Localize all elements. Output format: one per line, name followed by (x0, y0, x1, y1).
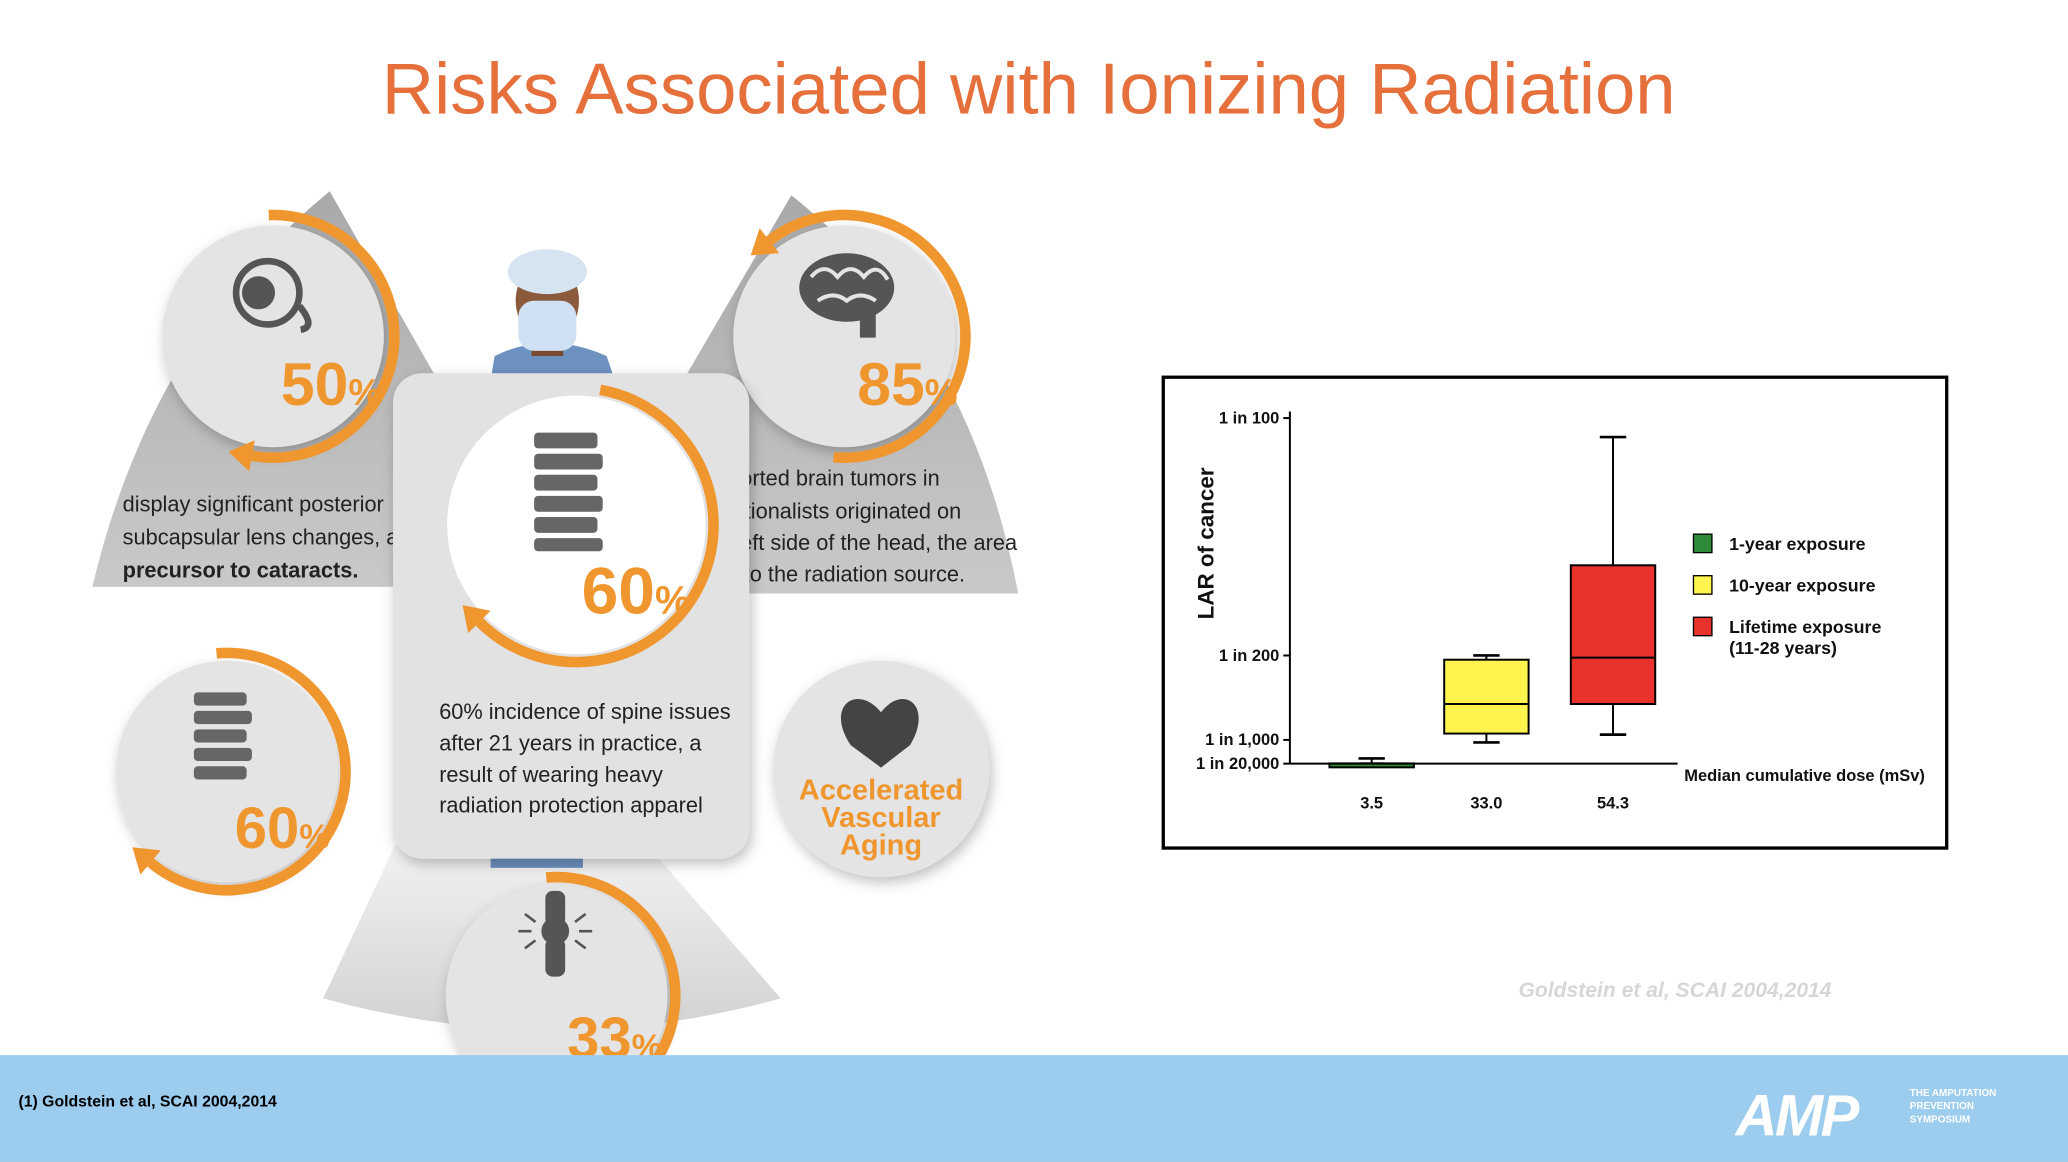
stat-circle (733, 225, 955, 448)
arc-arrowhead (462, 605, 491, 634)
stat-description: the left side of the head, the area (699, 530, 1018, 555)
legend-swatch (1692, 533, 1713, 554)
heart-icon (840, 699, 919, 768)
footer-citation: (1) Goldstein et al, SCAI 2004,2014 (18, 1094, 277, 1111)
legend-label: 10-year exposure (1729, 576, 1876, 596)
stat-value: 50% (281, 350, 381, 418)
legend-swatch (1692, 616, 1713, 637)
y-tick-label: 1 in 100 (1219, 409, 1279, 427)
x-tick-label: 54.3 (1597, 794, 1629, 812)
orange-arc (251, 209, 400, 463)
y-axis-label: LAR of cancer (1193, 467, 1218, 619)
footer-band (0, 1055, 2068, 1162)
stat-value: 60% (582, 553, 691, 627)
chart: 1 in 100 1 in 200 1 in 1,000 1 in 20,000 LAR… (1193, 409, 1925, 812)
spine-icon (534, 432, 603, 552)
stat-description: radiation protection apparel (439, 792, 703, 817)
stat-circle (772, 660, 990, 878)
spine-icon (193, 692, 252, 780)
stat-description-bold: precursor to cataracts. (123, 558, 359, 583)
orange-arc (147, 647, 351, 896)
logo: AMP (1734, 1084, 1860, 1149)
legend-label: 1-year exposure (1729, 534, 1866, 554)
chart-frame (1161, 375, 1949, 850)
box (1569, 564, 1657, 706)
stat-label: Vascular (821, 802, 940, 834)
stat-description: subcapsular lens changes, a (123, 525, 400, 550)
y-tick-label: 1 in 1,000 (1205, 731, 1279, 749)
brain-icon (799, 253, 895, 338)
arc-arrowhead (132, 847, 161, 875)
y-tick-label: 1 in 200 (1219, 647, 1279, 665)
stat-number: 60 (582, 553, 655, 627)
stat-number: 50 (281, 350, 348, 418)
eye-icon (232, 257, 312, 333)
legend-swatch (1692, 575, 1713, 595)
stat-label: Accelerated (799, 774, 963, 806)
x-axis-label: Median cumulative dose (mSv) (1684, 767, 1925, 785)
legend-label: Lifetime exposure (11-28 years) (1729, 617, 1881, 658)
x-tick-label: 3.5 (1360, 794, 1383, 812)
orange-arc (766, 209, 971, 463)
slide-title: Risks Associated with Ionizing Radiation (382, 48, 1676, 129)
slide-content: Risks Associated with Ionizing Radiation… (0, 48, 2068, 1162)
arc-arrowhead (228, 440, 255, 472)
arc-arrowhead (750, 228, 780, 256)
stat-description: result of wearing heavy (439, 762, 663, 787)
logo-text: SYMPOSIUM (1910, 1114, 1970, 1125)
box (1443, 658, 1530, 735)
x-tick-label: 33.0 (1470, 794, 1502, 812)
logo-text: THE AMPUTATION (1910, 1088, 1997, 1099)
stat-circle (162, 225, 384, 448)
stat-label: Aging (840, 830, 922, 862)
stat-number: 85 (857, 350, 924, 418)
stat-number: 60 (235, 796, 300, 861)
stat-description: after 21 years in practice, a (439, 730, 702, 755)
logo-text: PREVENTION (1910, 1101, 1974, 1112)
stat-value: 60% (235, 796, 330, 861)
stat-circle (445, 884, 668, 1107)
orange-arc (475, 384, 719, 668)
joint-icon (518, 890, 593, 977)
chart-citation: Goldstein et al, SCAI 2004,2014 (1518, 979, 1831, 1002)
stat-description: display significant posterior (123, 492, 384, 517)
stat-description: 60% incidence of spine issues (439, 699, 731, 724)
y-tick-label: 1 in 20,000 (1196, 755, 1279, 773)
